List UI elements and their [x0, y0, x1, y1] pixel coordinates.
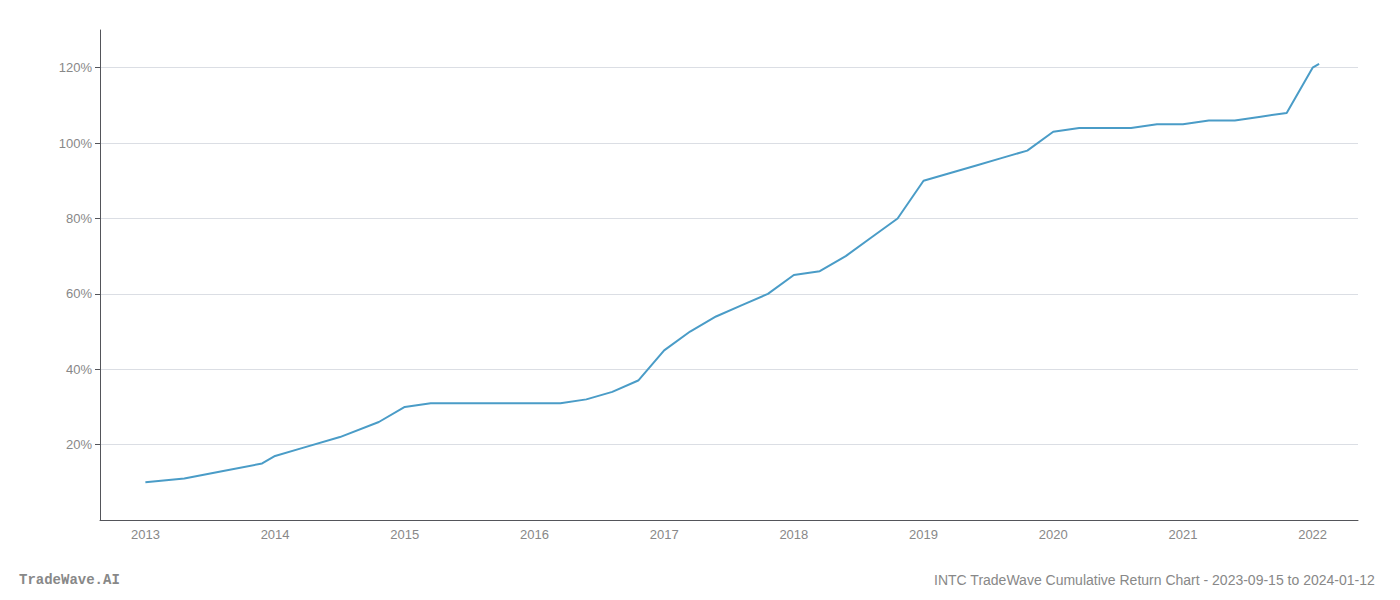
svg-text:2017: 2017 [650, 527, 679, 542]
svg-text:2016: 2016 [520, 527, 549, 542]
svg-text:60%: 60% [66, 286, 92, 301]
svg-text:100%: 100% [59, 136, 93, 151]
svg-text:2022: 2022 [1298, 527, 1327, 542]
svg-text:80%: 80% [66, 211, 92, 226]
svg-text:40%: 40% [66, 362, 92, 377]
svg-text:INTC TradeWave Cumulative Retu: INTC TradeWave Cumulative Return Chart -… [934, 572, 1375, 588]
svg-text:TradeWave.AI: TradeWave.AI [19, 572, 120, 588]
svg-text:2021: 2021 [1168, 527, 1197, 542]
svg-text:2014: 2014 [261, 527, 290, 542]
svg-text:2018: 2018 [779, 527, 808, 542]
svg-text:2013: 2013 [131, 527, 160, 542]
svg-text:2019: 2019 [909, 527, 938, 542]
svg-text:2020: 2020 [1039, 527, 1068, 542]
svg-text:120%: 120% [59, 60, 93, 75]
svg-text:2015: 2015 [390, 527, 419, 542]
svg-text:20%: 20% [66, 437, 92, 452]
